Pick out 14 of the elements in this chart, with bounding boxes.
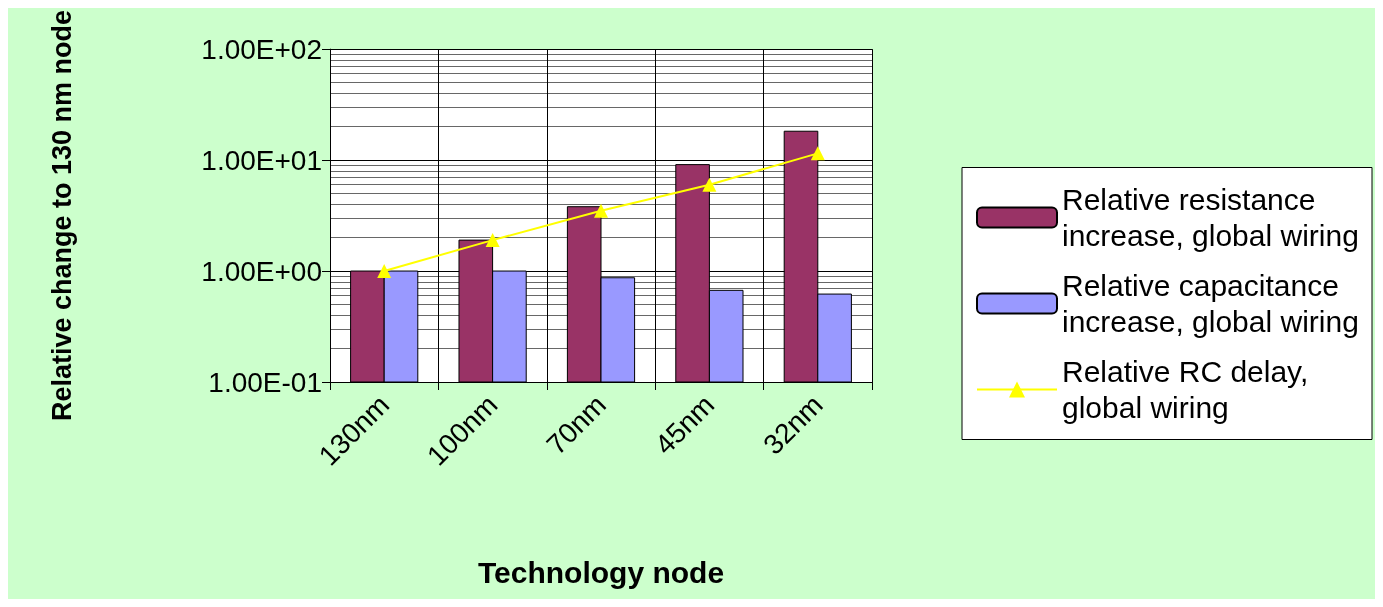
y-tick-label: 1.00E+01	[201, 144, 322, 176]
legend-label: Relative capacitance increase, global wiring	[1062, 269, 1359, 338]
point	[485, 233, 500, 248]
y-tick-label: 1.00E+02	[201, 33, 322, 65]
y-tick-label: 1.00E+00	[201, 255, 322, 287]
legend-label: Relative RC delay, global wiring	[1062, 355, 1317, 424]
legend-label: Relative resistance increase, global wiring	[1062, 183, 1359, 252]
point	[377, 264, 392, 279]
point	[810, 146, 825, 161]
point	[594, 203, 608, 218]
y-tick-label: 1.00E-01	[208, 366, 322, 398]
y-axis-title: Relative change to 130 nm node	[47, 10, 77, 422]
x-axis-title: Technology node	[477, 555, 725, 589]
point	[702, 177, 717, 192]
